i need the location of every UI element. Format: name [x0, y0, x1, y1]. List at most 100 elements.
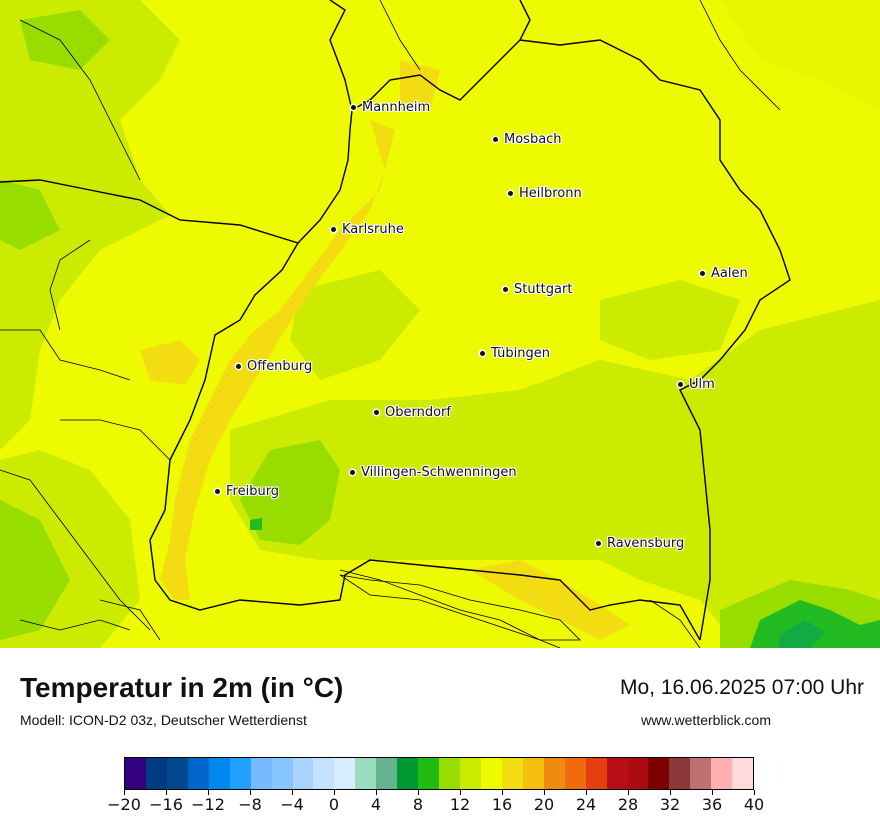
- legend-swatch: [711, 758, 733, 789]
- legend-tick: [669, 790, 671, 795]
- legend-swatch: [543, 758, 565, 789]
- state-border: [0, 0, 791, 641]
- light-green-region-east: [600, 280, 740, 360]
- legend-tick: [417, 790, 419, 795]
- legend-swatch: [732, 758, 754, 789]
- color-legend-ticks: −20 −16 −12 −8 −4 0 4 8 12 16 20 24 28 32 36 40: [107, 790, 764, 820]
- city-label: Heilbronn: [519, 186, 582, 201]
- legend-swatch: [125, 758, 146, 789]
- legend-swatch: [418, 758, 440, 789]
- light-green-region-center: [290, 270, 420, 380]
- light-green-region-south: [230, 300, 880, 648]
- legend-tick-label: −4: [280, 795, 304, 814]
- city-label: Offenburg: [247, 359, 313, 374]
- map-title: Temperatur in 2m (in °C): [20, 672, 344, 703]
- legend-tick: [543, 790, 545, 795]
- district-borders: [0, 0, 781, 648]
- city-offenburg: Offenburg: [236, 359, 312, 374]
- city-oberndorf: Oberndorf: [374, 405, 451, 420]
- legend-tick: [249, 790, 251, 795]
- legend-swatch: [208, 758, 230, 789]
- city-label: Stuttgart: [514, 282, 573, 297]
- city-dot-icon: [596, 541, 601, 546]
- lake-constance-outline: [339, 574, 581, 641]
- city-villingen-schwenningen: Villingen-Schwenningen: [350, 465, 517, 480]
- warm-region-rhine-valley: [160, 120, 395, 600]
- green-spot-black-forest: [250, 518, 262, 530]
- legend-swatch: [376, 758, 398, 789]
- legend-swatch: [145, 758, 167, 789]
- city-karlsruhe: Karlsruhe: [331, 222, 404, 237]
- city-dot-icon: [480, 351, 485, 356]
- city-dot-icon: [215, 489, 220, 494]
- legend-swatch: [229, 758, 251, 789]
- legend-swatch: [501, 758, 523, 789]
- legend-tick-label: 40: [743, 795, 765, 814]
- legend-tick-label: 16: [491, 795, 513, 814]
- city-label: Ulm: [689, 377, 715, 392]
- color-legend-bar: [124, 757, 754, 790]
- legend-tick-label: −8: [238, 795, 262, 814]
- legend-tick-label: 4: [370, 795, 382, 814]
- legend-swatch: [187, 758, 209, 789]
- city-label: Tübingen: [491, 346, 550, 361]
- legend-swatch: [669, 758, 691, 789]
- city-dot-icon: [508, 191, 513, 196]
- legend-swatch: [355, 758, 377, 789]
- legend-tick-label: −12: [191, 795, 225, 814]
- legend-tick-label: 20: [533, 795, 555, 814]
- temperature-map: Mannheim Mosbach Heilbronn Karlsruhe Aal…: [0, 0, 880, 648]
- city-dot-icon: [678, 382, 683, 387]
- legend-tick-label: −20: [107, 795, 141, 814]
- legend-tick: [207, 790, 209, 795]
- mid-green-patch-west: [0, 180, 60, 250]
- website-credit: www.wetterblick.com: [641, 712, 771, 728]
- legend-tick-label: 12: [449, 795, 471, 814]
- city-freiburg: Freiburg: [215, 484, 279, 499]
- legend-swatch: [271, 758, 293, 789]
- city-ulm: Ulm: [678, 377, 715, 392]
- forecast-datetime: Mo, 16.06.2025 07:00 Uhr: [619, 676, 864, 699]
- map-field: [0, 0, 880, 648]
- city-label: Villingen-Schwenningen: [361, 465, 517, 480]
- mid-green-patch-north-west: [20, 10, 110, 70]
- warm-region-north: [400, 60, 440, 110]
- warm-region-lake-constance: [470, 560, 630, 640]
- legend-tick: [123, 790, 125, 795]
- legend-tick-label: 8: [412, 795, 424, 814]
- legend-tick: [333, 790, 335, 795]
- city-dot-icon: [493, 137, 498, 142]
- legend-tick: [711, 790, 713, 795]
- model-source: Modell: ICON-D2 03z, Deutscher Wetterdie…: [20, 712, 307, 728]
- city-label: Mosbach: [504, 132, 562, 147]
- legend-swatch: [439, 758, 460, 789]
- legend-tick-label: 28: [617, 795, 639, 814]
- legend-swatch: [585, 758, 607, 789]
- legend-swatch: [606, 758, 628, 789]
- city-label: Oberndorf: [385, 405, 451, 420]
- city-dot-icon: [700, 271, 705, 276]
- legend-swatch: [460, 758, 481, 789]
- city-label: Ravensburg: [607, 536, 685, 551]
- legend-swatch: [480, 758, 502, 789]
- light-green-region-north-east: [720, 0, 880, 110]
- legend-swatch: [250, 758, 272, 789]
- legend-swatch: [334, 758, 356, 789]
- legend-tick: [459, 790, 461, 795]
- legend-tick-label: 32: [659, 795, 681, 814]
- city-mannheim: Mannheim: [351, 100, 430, 115]
- legend-swatch: [627, 758, 649, 789]
- city-tuebingen: Tübingen: [480, 346, 550, 361]
- city-dot-icon: [503, 287, 508, 292]
- city-label: Freiburg: [226, 484, 280, 499]
- legend-swatch: [397, 758, 419, 789]
- legend-tick: [501, 790, 503, 795]
- city-stuttgart: Stuttgart: [503, 282, 572, 297]
- legend-tick: [165, 790, 167, 795]
- legend-swatch: [166, 758, 188, 789]
- legend-swatch: [522, 758, 544, 789]
- city-label: Aalen: [711, 266, 748, 281]
- legend-swatch: [313, 758, 335, 789]
- city-dot-icon: [331, 227, 336, 232]
- city-ravensburg: Ravensburg: [596, 536, 684, 551]
